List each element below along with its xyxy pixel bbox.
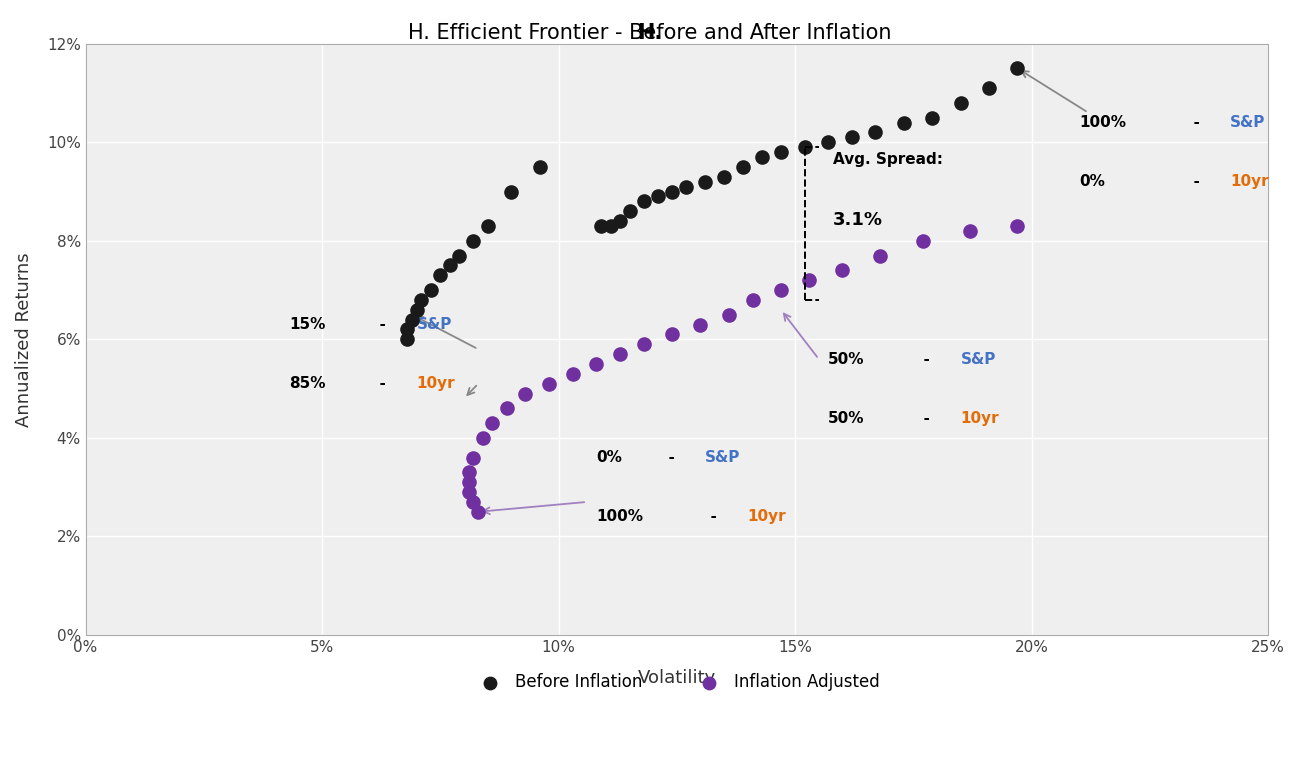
Point bbox=[459, 476, 480, 488]
Point bbox=[619, 205, 640, 217]
Point bbox=[870, 250, 891, 262]
Text: -: - bbox=[914, 410, 941, 425]
Text: 85%: 85% bbox=[289, 376, 325, 391]
Point bbox=[864, 126, 885, 139]
Point bbox=[751, 151, 772, 163]
Text: 100%: 100% bbox=[1079, 115, 1126, 130]
Text: -: - bbox=[658, 450, 685, 465]
Point bbox=[893, 117, 914, 129]
Text: H. Efficient Frontier - Before and After Inflation: H. Efficient Frontier - Before and After… bbox=[408, 23, 892, 42]
Point bbox=[800, 274, 820, 286]
Point bbox=[979, 82, 1000, 94]
Point bbox=[610, 215, 630, 227]
Text: H.: H. bbox=[637, 23, 663, 42]
Text: S&P: S&P bbox=[1230, 115, 1266, 130]
Text: -: - bbox=[369, 317, 396, 332]
Point bbox=[463, 235, 484, 247]
Text: 15%: 15% bbox=[289, 317, 325, 332]
Point bbox=[1008, 220, 1028, 232]
Point bbox=[662, 185, 683, 198]
Point bbox=[694, 176, 715, 188]
Point bbox=[420, 284, 441, 296]
Point bbox=[1008, 62, 1028, 74]
Point bbox=[647, 191, 668, 203]
Legend: Before Inflation, Inflation Adjusted: Before Inflation, Inflation Adjusted bbox=[467, 666, 887, 698]
Text: -: - bbox=[1183, 174, 1210, 189]
Point bbox=[497, 402, 517, 414]
Point bbox=[439, 260, 460, 272]
Point bbox=[459, 486, 480, 498]
Point bbox=[913, 235, 933, 247]
Text: S&P: S&P bbox=[961, 351, 996, 366]
Point bbox=[832, 264, 853, 276]
Point bbox=[586, 358, 607, 370]
Point bbox=[922, 111, 942, 123]
Text: Avg. Spread:: Avg. Spread: bbox=[833, 152, 942, 167]
Point bbox=[794, 141, 815, 153]
Point bbox=[714, 170, 734, 182]
Text: 50%: 50% bbox=[828, 351, 864, 366]
Text: 0%: 0% bbox=[1079, 174, 1105, 189]
Text: H. Efficient Frontier - Before and After Inflation: H. Efficient Frontier - Before and After… bbox=[408, 23, 892, 42]
Point bbox=[402, 313, 422, 326]
Point bbox=[477, 220, 498, 232]
Point bbox=[396, 333, 417, 345]
Point bbox=[563, 368, 584, 380]
Text: -: - bbox=[701, 509, 728, 524]
Text: -: - bbox=[1183, 115, 1210, 130]
Point bbox=[590, 220, 611, 232]
Point bbox=[742, 294, 763, 306]
Text: S&P: S&P bbox=[417, 317, 452, 332]
Point bbox=[463, 451, 484, 463]
Text: 10yr: 10yr bbox=[961, 410, 1000, 425]
Point bbox=[396, 323, 417, 335]
Text: 100%: 100% bbox=[597, 509, 644, 524]
Text: S&P: S&P bbox=[705, 450, 741, 465]
Point bbox=[411, 294, 432, 306]
Point bbox=[601, 220, 621, 232]
Y-axis label: Annualized Returns: Annualized Returns bbox=[16, 252, 32, 427]
Point bbox=[950, 97, 971, 109]
Point bbox=[633, 195, 654, 207]
Point bbox=[719, 309, 740, 321]
Point bbox=[472, 431, 493, 444]
Point bbox=[733, 160, 754, 173]
Point bbox=[468, 506, 489, 518]
Point bbox=[482, 417, 503, 429]
Point bbox=[500, 185, 521, 198]
Point bbox=[459, 466, 480, 478]
Point bbox=[959, 225, 980, 237]
Text: -: - bbox=[914, 351, 941, 366]
Point bbox=[610, 348, 630, 360]
Point bbox=[430, 269, 451, 282]
Text: 10yr: 10yr bbox=[417, 376, 455, 391]
Point bbox=[448, 250, 469, 262]
Point bbox=[771, 284, 792, 296]
Point bbox=[633, 338, 654, 350]
Point bbox=[463, 496, 484, 508]
Text: 50%: 50% bbox=[828, 410, 864, 425]
Point bbox=[818, 136, 839, 148]
Point bbox=[538, 378, 559, 390]
Text: 10yr: 10yr bbox=[747, 509, 786, 524]
Text: -: - bbox=[369, 376, 396, 391]
Text: 10yr: 10yr bbox=[1230, 174, 1269, 189]
Point bbox=[841, 131, 862, 143]
Text: 3.1%: 3.1% bbox=[833, 211, 883, 229]
Point bbox=[676, 180, 697, 192]
Point bbox=[690, 319, 711, 331]
Point bbox=[771, 146, 792, 158]
Point bbox=[515, 388, 536, 400]
Point bbox=[529, 160, 550, 173]
Point bbox=[662, 329, 683, 341]
X-axis label: Volatility: Volatility bbox=[638, 668, 716, 687]
Point bbox=[407, 304, 428, 316]
Text: 0%: 0% bbox=[597, 450, 623, 465]
